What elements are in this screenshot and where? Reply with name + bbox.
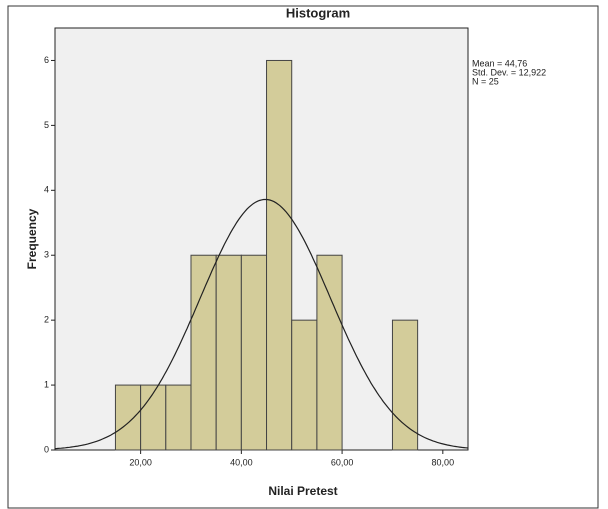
y-tick-label: 2 <box>44 315 49 325</box>
stats-label: Std. Dev. = 12,922 <box>472 67 546 77</box>
bar <box>190 254 217 451</box>
y-tick-label: 0 <box>44 444 49 454</box>
x-tick-label: 60,00 <box>331 457 354 467</box>
chart-title: Histogram <box>286 5 350 20</box>
bar <box>266 59 293 451</box>
y-axis-label: Frequency <box>25 208 39 269</box>
y-tick-label: 6 <box>44 55 49 65</box>
bar <box>140 384 167 451</box>
x-tick-label: 20,00 <box>129 457 152 467</box>
x-tick-label: 40,00 <box>230 457 253 467</box>
x-axis-label: Nilai Pretest <box>268 484 337 498</box>
bar <box>316 254 343 451</box>
x-tick-label: 80,00 <box>432 457 455 467</box>
y-tick-label: 5 <box>44 120 49 130</box>
bar <box>391 319 419 451</box>
normal-curve <box>54 198 469 450</box>
y-tick-label: 1 <box>44 379 49 389</box>
stats-label: N = 25 <box>472 76 499 86</box>
bar <box>291 319 318 451</box>
bar <box>215 254 242 451</box>
y-tick-label: 4 <box>44 185 49 195</box>
y-tick-label: 3 <box>44 250 49 260</box>
bar <box>240 254 268 451</box>
bar <box>165 384 192 451</box>
stats-label: Mean = 44,76 <box>472 58 527 68</box>
bar <box>114 384 142 451</box>
